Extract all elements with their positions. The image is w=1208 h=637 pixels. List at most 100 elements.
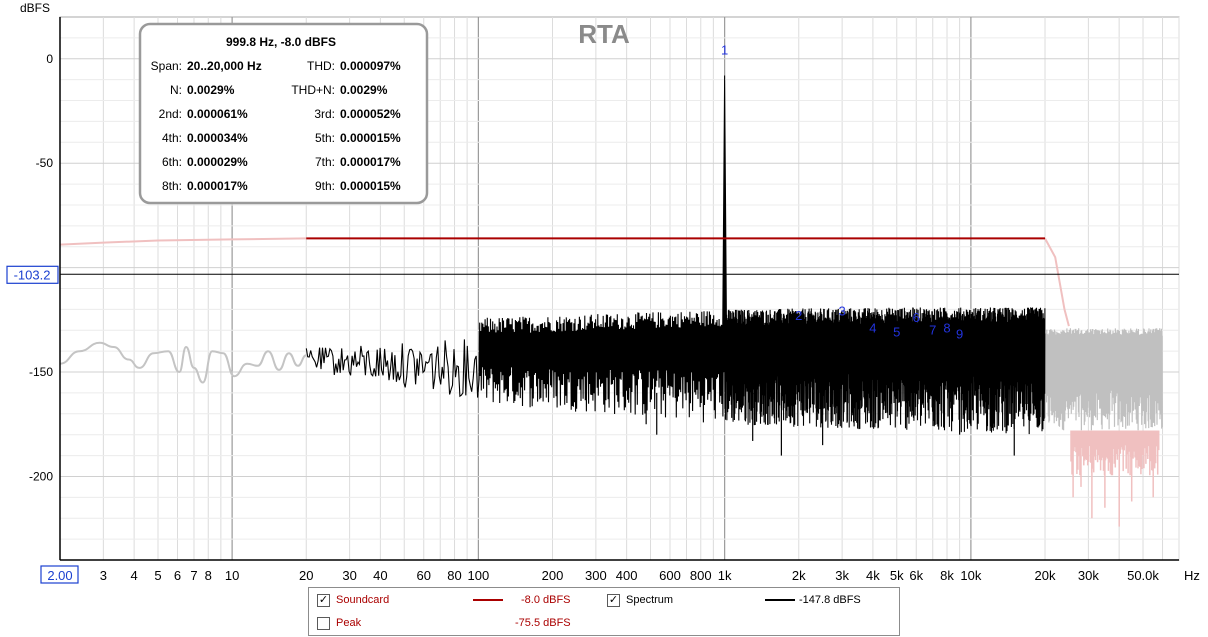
x-tick-label: 4 bbox=[131, 568, 138, 583]
soundcard-faded-high bbox=[1044, 237, 1070, 327]
harmonic-marker: 1 bbox=[721, 43, 728, 58]
soundcard-label: Soundcard bbox=[336, 594, 390, 606]
x-tick-label: 60 bbox=[417, 568, 431, 583]
y-tick-label: -200 bbox=[29, 469, 53, 483]
x-tick-label: 600 bbox=[659, 568, 681, 583]
legend-row-soundcard: ✓ Soundcard -8.0 dBFS ✓ Spectrum -147.8 … bbox=[309, 593, 899, 613]
infobox-label: N: bbox=[170, 83, 182, 97]
legend-row-peak: Peak -75.5 dBFS bbox=[309, 616, 899, 636]
infobox-value: 0.000052% bbox=[340, 107, 401, 121]
x-tick-label: 4k bbox=[866, 568, 880, 583]
y-cursor-readout: -103.2 bbox=[14, 267, 51, 282]
x-tick-label: 5k bbox=[890, 568, 904, 583]
infobox-value: 0.000034% bbox=[187, 131, 248, 145]
infobox-label: 3rd: bbox=[314, 107, 335, 121]
x-tick-label: 40 bbox=[373, 568, 387, 583]
y-tick-label: -150 bbox=[29, 365, 53, 379]
infobox-value: 0.000061% bbox=[187, 107, 248, 121]
x-tick-label: 20 bbox=[299, 568, 313, 583]
infobox-value: 0.000015% bbox=[340, 179, 401, 193]
legend-panel: ✓ Soundcard -8.0 dBFS ✓ Spectrum -147.8 … bbox=[308, 587, 900, 636]
x-unit-label: Hz bbox=[1184, 568, 1200, 583]
infobox-label: 2nd: bbox=[159, 107, 182, 121]
soundcard-value: -8.0 dBFS bbox=[521, 594, 571, 606]
x-tick-label: 20k bbox=[1035, 568, 1056, 583]
soundcard-faded-low bbox=[59, 237, 307, 246]
x-cursor-box bbox=[40, 565, 79, 584]
harmonic-marker: 4 bbox=[869, 320, 876, 335]
x-tick-label: 100 bbox=[468, 568, 490, 583]
spectrum-checkbox[interactable]: ✓ bbox=[607, 594, 620, 607]
infobox-label: 5th: bbox=[315, 131, 335, 145]
x-tick-label: 3k bbox=[835, 568, 849, 583]
infobox-label: 4th: bbox=[162, 131, 182, 145]
soundcard-checkbox[interactable]: ✓ bbox=[317, 594, 330, 607]
x-tick-label: 10 bbox=[225, 568, 239, 583]
peak-checkbox[interactable] bbox=[317, 617, 330, 630]
y-unit-label: dBFS bbox=[20, 1, 50, 15]
soundcard-faded-dips bbox=[1070, 430, 1160, 527]
infobox-value: 0.000029% bbox=[187, 155, 248, 169]
harmonic-marker: 6 bbox=[913, 310, 920, 325]
infobox-header: 999.8 Hz, -8.0 dBFS bbox=[226, 35, 336, 49]
infobox-value: 0.0029% bbox=[340, 83, 388, 97]
x-tick-label: 5 bbox=[154, 568, 161, 583]
peak-value: -75.5 dBFS bbox=[515, 617, 571, 629]
x-tick-label: 30k bbox=[1078, 568, 1099, 583]
x-tick-label: 30 bbox=[342, 568, 356, 583]
x-tick-label: 300 bbox=[585, 568, 607, 583]
harmonic-marker: 2 bbox=[795, 308, 802, 323]
infobox-label: THD+N: bbox=[291, 83, 335, 97]
infobox-label: 8th: bbox=[162, 179, 182, 193]
spectrum-faded-low bbox=[59, 341, 307, 384]
x-tick-label: 80 bbox=[447, 568, 461, 583]
infobox-value: 0.0029% bbox=[187, 83, 235, 97]
x-tick-label: 50.0k bbox=[1127, 568, 1159, 583]
x-tick-label: 1k bbox=[718, 568, 732, 583]
infobox-label: 7th: bbox=[315, 155, 335, 169]
x-tick-label: 2.00 bbox=[47, 568, 72, 583]
infobox-label: 9th: bbox=[315, 179, 335, 193]
infobox-value: 0.000097% bbox=[340, 59, 401, 73]
x-tick-label: 8k bbox=[940, 568, 954, 583]
x-tick-label: 3 bbox=[100, 568, 107, 583]
infobox-value: 0.000017% bbox=[340, 155, 401, 169]
harmonic-marker: 5 bbox=[893, 325, 900, 340]
chart-title: RTA bbox=[578, 19, 630, 49]
infobox-value: 20..20,000 Hz bbox=[187, 59, 262, 73]
measurement-infobox[interactable]: 999.8 Hz, -8.0 dBFS Span: 20..20,000 Hz TH… bbox=[138, 22, 429, 205]
spectrum-value: -147.8 dBFS bbox=[799, 594, 861, 606]
y-tick-label: -50 bbox=[36, 156, 54, 170]
x-tick-label: 800 bbox=[690, 568, 712, 583]
y-tick-label: 0 bbox=[46, 52, 53, 66]
harmonic-marker: 3 bbox=[839, 304, 846, 319]
harmonic-marker: 8 bbox=[943, 320, 950, 335]
x-tick-label: 8 bbox=[205, 568, 212, 583]
x-tick-label: 6k bbox=[909, 568, 923, 583]
harmonic-markers: 1 2 3 4 567 8 9 bbox=[721, 43, 963, 342]
x-tick-label: 7 bbox=[190, 568, 197, 583]
infobox-rows: Span: 20..20,000 Hz THD: 0.000097% N: 0.0029%… bbox=[151, 59, 401, 193]
spectrum-faded-trace bbox=[1044, 328, 1163, 431]
peak-label: Peak bbox=[336, 617, 362, 629]
infobox-label: 6th: bbox=[162, 155, 182, 169]
y-cursor-box bbox=[6, 265, 59, 284]
x-tick-label: 400 bbox=[616, 568, 638, 583]
spectrum-trace bbox=[305, 307, 1046, 435]
x-tick-label: 6 bbox=[174, 568, 181, 583]
data-layer bbox=[59, 75, 1179, 527]
x-tick-label: 200 bbox=[542, 568, 564, 583]
spectrum-label: Spectrum bbox=[626, 594, 674, 606]
spectrum-swatch bbox=[765, 599, 795, 601]
harmonic-marker: 9 bbox=[956, 327, 963, 342]
soundcard-swatch bbox=[473, 599, 503, 601]
infobox-value: 0.000015% bbox=[340, 131, 401, 145]
infobox-label: Span: bbox=[151, 59, 182, 73]
infobox-value: 0.000017% bbox=[187, 179, 248, 193]
infobox-label: THD: bbox=[307, 59, 335, 73]
x-tick-label: 10k bbox=[960, 568, 981, 583]
x-tick-label: 2k bbox=[792, 568, 806, 583]
harmonic-marker: 7 bbox=[929, 322, 936, 337]
